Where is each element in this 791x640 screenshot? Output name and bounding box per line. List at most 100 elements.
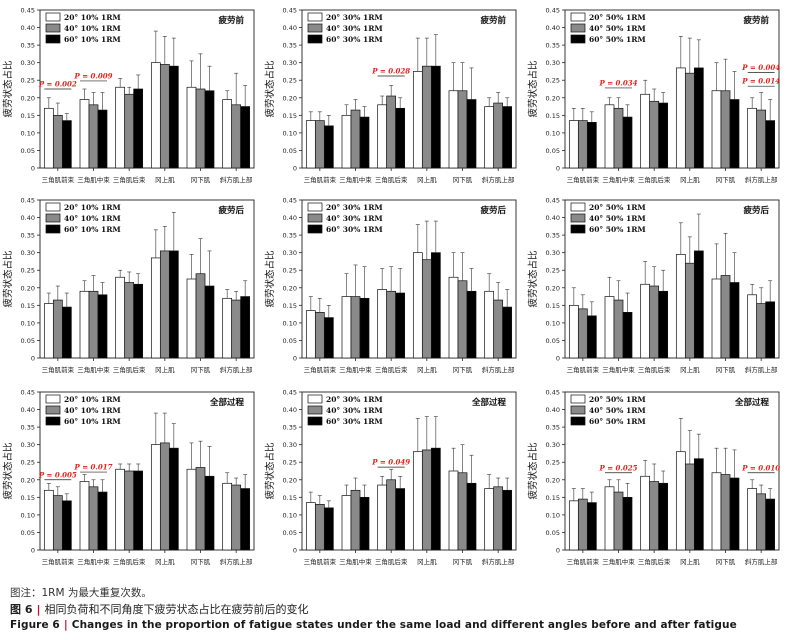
bar-6-2	[493, 299, 504, 359]
x-tick-label: 三角肌前束	[42, 365, 75, 374]
x-tick-label: 冈上肌	[417, 175, 437, 184]
bar-4-2	[159, 250, 170, 359]
bar-1-2	[52, 114, 63, 169]
y-tick-label: 0.20	[21, 94, 35, 102]
x-tick-label: 冈上肌	[417, 557, 437, 566]
bar-2-3	[359, 297, 370, 359]
y-tick-label: 0.20	[283, 476, 297, 484]
legend-label-1: 20° 30% 1RM	[326, 13, 383, 22]
stage-label: 疲劳前	[480, 15, 506, 26]
y-tick-label: 0.45	[21, 7, 35, 15]
bar-2-3	[97, 294, 108, 359]
x-tick-label: 三角肌后束	[113, 365, 146, 374]
x-tick-label: 三角肌中束	[77, 175, 110, 184]
y-tick-label: 0	[293, 547, 297, 555]
y-tick-label: 0.15	[546, 494, 560, 502]
y-tick-label: 0.20	[546, 284, 560, 292]
bar-3-1	[115, 86, 126, 169]
bar-4-1	[150, 62, 161, 169]
bar-1-3	[586, 122, 597, 169]
plot-frame	[301, 9, 517, 169]
y-tick-label: 0.25	[21, 267, 35, 275]
bar-1-2	[577, 120, 588, 169]
bar-5-3	[729, 477, 740, 551]
y-axis-label: 疲劳状态占比	[2, 60, 14, 117]
y-tick-label: 0.40	[21, 214, 35, 222]
y-tick-label: 0.25	[546, 459, 560, 467]
x-tick-label: 三角肌前束	[42, 175, 75, 184]
bar-2-2	[613, 491, 624, 551]
y-tick-label: 0.05	[546, 337, 560, 345]
x-tick-label: 三角肌中束	[77, 365, 110, 374]
plot-frame	[564, 391, 780, 551]
plot-frame	[564, 9, 780, 169]
legend-label-2: 40° 10% 1RM	[64, 24, 121, 33]
bar-2-1	[79, 99, 90, 169]
y-tick-label: 0.40	[283, 214, 297, 222]
significance-p-value: P = 0.049	[371, 458, 410, 467]
bar-5-1	[711, 278, 722, 359]
legend-label-3: 60° 30% 1RM	[326, 35, 383, 44]
x-tick-label: 冈下肌	[453, 176, 473, 184]
x-tick-label: 三角肌中束	[602, 175, 635, 184]
bar-3-1	[640, 93, 651, 169]
y-tick-label: 0.10	[283, 319, 297, 327]
bar-3-2	[386, 95, 397, 169]
chart-panel-4: 0 0.05 0.10 0.15 0.20 0.25 0.30 0.35 0.40 0.45 疲劳状…	[2, 197, 255, 374]
y-axis-label: 疲劳状态占比	[264, 60, 276, 117]
bar-2-2	[613, 299, 624, 359]
legend-swatch-3	[45, 34, 61, 44]
legend-swatch-3	[307, 34, 323, 44]
x-tick-label: 三角肌中束	[339, 175, 372, 184]
x-tick-label: 冈上肌	[680, 365, 700, 374]
bar-1-1	[568, 500, 579, 551]
bar-4-2	[421, 65, 432, 169]
legend-swatch-1	[570, 12, 586, 22]
bar-6-3	[502, 106, 513, 169]
bar-1-1	[43, 303, 54, 359]
bar-2-3	[622, 312, 633, 359]
y-tick-label: 0.20	[21, 476, 35, 484]
bar-5-1	[186, 278, 197, 359]
y-tick-label: 0.45	[546, 389, 560, 397]
chart-panel-7: 0 0.05 0.10 0.15 0.20 0.25 0.30 0.35 0.40 0.45 疲劳状…	[2, 389, 255, 566]
stage-label: 疲劳后	[480, 205, 506, 216]
legend-label-2: 40° 30% 1RM	[326, 24, 383, 33]
y-tick-label: 0.10	[546, 511, 560, 519]
bar-3-3	[658, 290, 669, 359]
legend-label-1: 20° 30% 1RM	[326, 395, 383, 404]
legend-swatch-1	[45, 12, 61, 22]
y-tick-label: 0.30	[21, 249, 35, 257]
legend-swatch-3	[45, 416, 61, 426]
y-tick-label: 0.10	[546, 319, 560, 327]
chart-panel-9: 0 0.05 0.10 0.15 0.20 0.25 0.30 0.35 0.40 0.45 疲劳状…	[527, 389, 780, 567]
chart-panel-8: 0 0.05 0.10 0.15 0.20 0.25 0.30 0.35 0.40 0.45 疲劳状…	[264, 389, 517, 566]
significance-p-value: P = 0.005	[38, 470, 77, 479]
legend-label-2: 40° 50% 1RM	[589, 214, 646, 223]
bar-2-2	[350, 296, 361, 359]
y-tick-label: 0.30	[546, 59, 560, 67]
y-tick-label: 0.45	[546, 7, 560, 15]
bar-5-3	[204, 90, 215, 169]
bar-6-2	[231, 484, 242, 551]
bar-3-3	[395, 107, 406, 169]
x-tick-label: 斜方肌上部	[482, 175, 515, 184]
significance-p-value: P = 0.034	[599, 78, 638, 87]
legend-label-1: 20° 50% 1RM	[589, 203, 646, 212]
x-tick-label: 斜方肌上部	[482, 365, 515, 374]
x-tick-label: 冈上肌	[417, 365, 437, 374]
bar-4-3	[168, 250, 179, 359]
y-tick-label: 0.20	[21, 284, 35, 292]
y-tick-label: 0.10	[283, 129, 297, 137]
x-tick-label: 斜方肌上部	[220, 175, 253, 184]
bar-6-2	[231, 299, 242, 359]
bar-5-2	[195, 273, 206, 359]
bar-2-1	[341, 296, 352, 359]
bar-3-2	[124, 470, 135, 551]
bar-5-1	[711, 472, 722, 551]
y-tick-label: 0.15	[546, 112, 560, 120]
bar-3-3	[658, 102, 669, 169]
bar-3-1	[115, 468, 126, 551]
y-tick-label: 0.05	[21, 529, 35, 537]
bar-2-1	[604, 486, 615, 551]
